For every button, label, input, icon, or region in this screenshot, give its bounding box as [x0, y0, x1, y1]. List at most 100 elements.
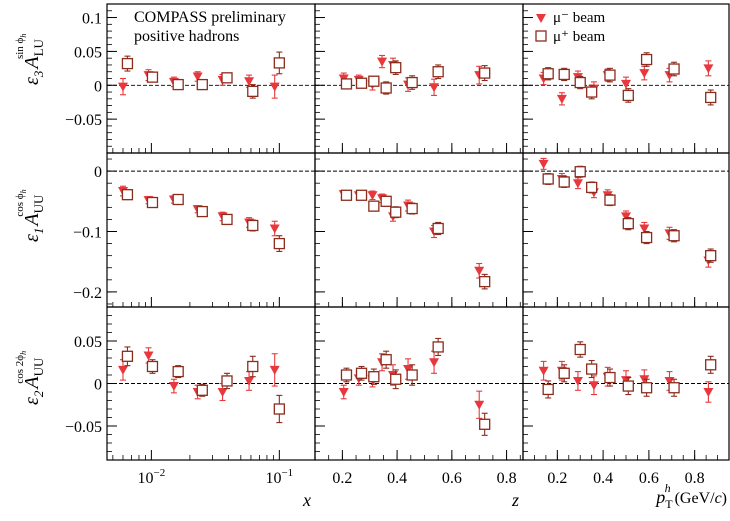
marker-square	[586, 363, 598, 375]
marker-square	[355, 367, 368, 379]
marker-square	[121, 189, 134, 201]
marker-square	[668, 230, 680, 242]
data-point-mu-minus	[269, 353, 280, 387]
data-point-mu-plus	[121, 189, 134, 201]
legend-label-mu-plus: μ⁺ beam	[553, 29, 606, 45]
marker-square	[368, 200, 380, 212]
y-tick-label: −0.05	[65, 419, 102, 436]
marker-square	[380, 354, 392, 366]
data-point-mu-plus	[368, 200, 380, 212]
row-label-1-main: A	[21, 213, 43, 228]
marker-square	[432, 341, 444, 353]
data-point-mu-plus	[340, 367, 353, 383]
marker-square	[479, 275, 491, 288]
marker-square	[574, 166, 586, 178]
data-point-mu-plus	[542, 67, 554, 81]
data-point-mu-minus	[538, 360, 549, 381]
row-label-0: ε3ALU sin ϕh	[14, 34, 46, 85]
data-point-mu-plus	[586, 84, 598, 100]
marker-triangle	[429, 83, 440, 93]
marker-triangle	[269, 82, 280, 92]
marker-square	[340, 189, 353, 201]
marker-square	[705, 359, 717, 371]
data-point-mu-plus	[705, 248, 717, 263]
y-tick-label: 0	[94, 78, 102, 95]
row-label-1: ε1AUU cos ϕh	[14, 189, 46, 242]
pt-unit-end: )	[722, 490, 727, 507]
marker-square	[340, 78, 353, 90]
marker-square	[622, 218, 634, 230]
marker-triangle	[338, 388, 349, 397]
data-point-mu-plus	[146, 71, 159, 83]
data-point-mu-minus	[588, 375, 599, 396]
marker-square	[406, 76, 418, 89]
marker-square	[640, 382, 653, 394]
marker-square	[121, 350, 134, 362]
data-point-mu-plus	[172, 365, 184, 379]
panel-frame	[106, 152, 316, 308]
data-point-mu-plus	[340, 189, 353, 201]
data-point-mu-minus	[168, 378, 179, 394]
marker-square	[558, 68, 570, 81]
marker-square	[406, 202, 418, 215]
panel-r2-c0	[106, 306, 316, 461]
data-point-mu-plus	[668, 61, 680, 77]
x-tick-base: 10	[138, 470, 154, 487]
pt-main: p	[654, 487, 665, 507]
marker-square	[586, 181, 598, 194]
marker-triangle	[538, 159, 549, 169]
marker-square	[479, 67, 491, 79]
marker-square	[406, 369, 418, 381]
legend-marker-mu-minus	[536, 14, 546, 23]
data-point-mu-plus	[542, 172, 554, 185]
data-point-mu-plus	[622, 88, 634, 103]
data-point-mu-plus	[432, 337, 444, 357]
row-label-0-sup-sub: h	[19, 34, 28, 38]
marker-square	[196, 384, 208, 396]
data-point-mu-plus	[340, 78, 353, 90]
marker-square	[640, 231, 653, 244]
y-tick-label: −0.1	[73, 225, 102, 242]
marker-square	[622, 89, 634, 102]
marker-square	[668, 63, 680, 75]
marker-square	[432, 66, 444, 78]
data-point-mu-plus	[479, 65, 491, 82]
marker-square	[705, 250, 717, 262]
data-point-mu-plus	[604, 194, 616, 207]
data-point-mu-plus	[172, 78, 184, 91]
marker-square	[355, 189, 368, 201]
x-tick-exp: −1	[281, 467, 293, 479]
legend-entry-mu-minus: μ⁻ beam	[536, 10, 606, 26]
data-point-mu-plus	[640, 52, 653, 67]
data-point-mu-plus	[640, 230, 653, 245]
y-tick-label: 0.05	[74, 44, 102, 61]
marker-square	[196, 78, 208, 91]
marker-square	[604, 371, 616, 384]
data-point-mu-minus	[338, 384, 349, 400]
data-point-mu-plus	[390, 369, 402, 390]
data-point-mu-plus	[368, 368, 380, 385]
marker-square	[172, 365, 184, 378]
data-point-mu-plus	[355, 365, 368, 381]
data-point-mu-plus	[586, 359, 598, 379]
x-tick-label: 10−1	[265, 467, 293, 487]
data-point-mu-plus	[622, 376, 634, 396]
marker-square	[390, 206, 402, 218]
data-point-mu-minus	[703, 60, 714, 77]
legend: μ⁻ beam μ⁺ beam	[535, 10, 606, 45]
marker-square	[390, 62, 402, 74]
marker-triangle	[244, 376, 255, 386]
row-label-1-sup-sub: h	[19, 189, 28, 193]
marker-square	[221, 213, 233, 226]
row-label-0-symbol: ε	[21, 77, 43, 85]
legend-label-mu-minus: μ⁻ beam	[553, 10, 606, 26]
panel-frame	[314, 152, 524, 308]
x-tick-label: 0.6	[442, 470, 462, 487]
marker-square	[273, 403, 285, 415]
row-label-2: ε2AUU cos 2ϕh	[14, 351, 46, 405]
x-tick-exp: −2	[154, 467, 166, 479]
row-label-2-sup-sub: h	[19, 351, 28, 355]
data-point-mu-plus	[542, 380, 554, 399]
data-point-mu-plus	[380, 81, 392, 95]
annotation-line-2: positive hadrons	[134, 28, 239, 45]
